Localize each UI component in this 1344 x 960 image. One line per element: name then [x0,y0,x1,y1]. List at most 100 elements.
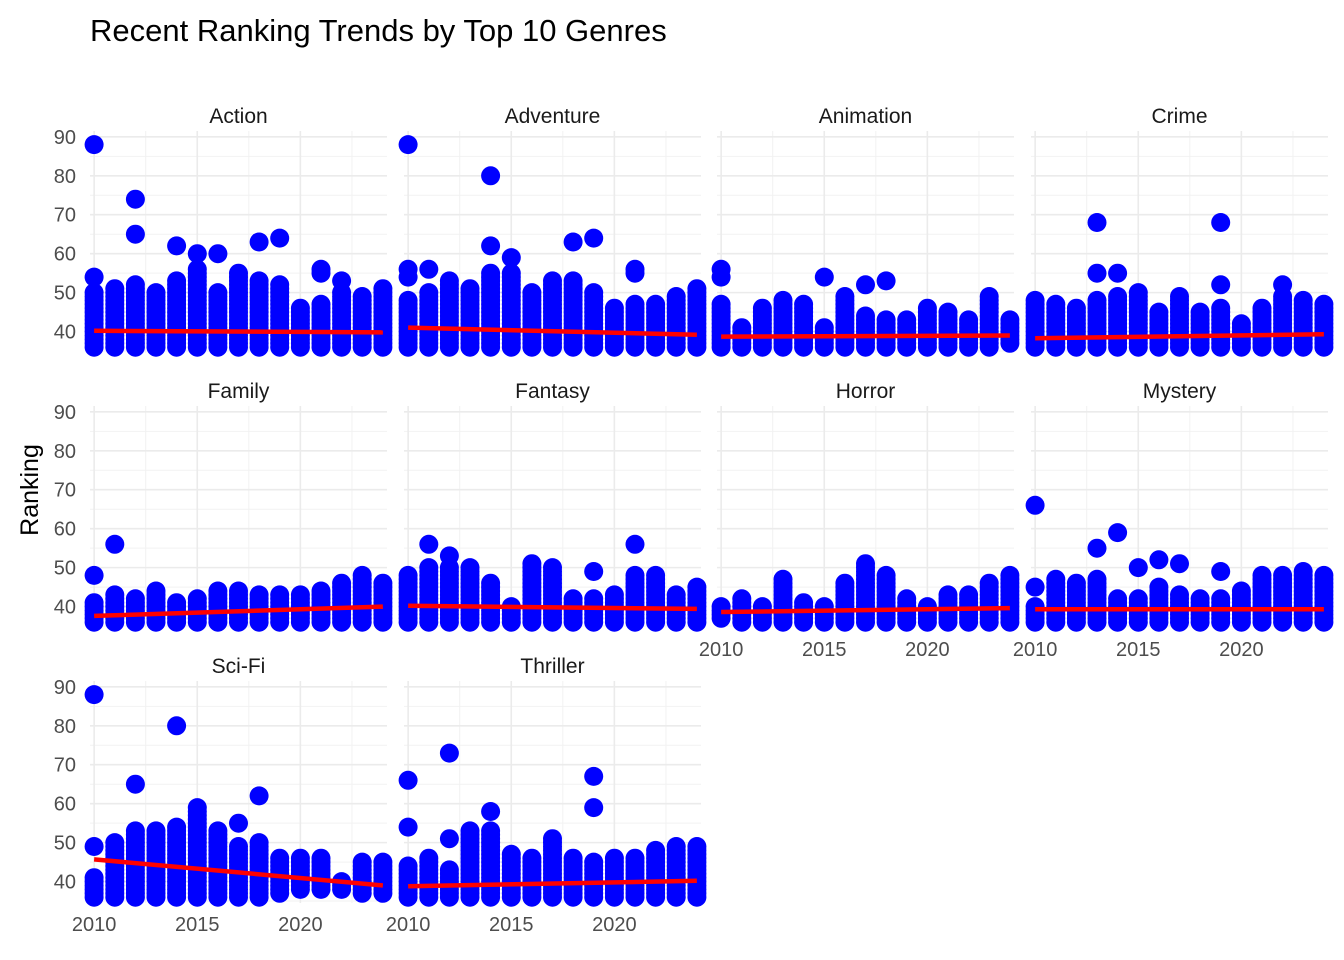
data-point [84,837,104,856]
y-tick-label: 50 [54,283,76,305]
data-point [543,829,562,849]
data-point [105,279,125,299]
data-point [1314,565,1334,585]
data-point [229,813,248,833]
data-point [1000,310,1020,330]
data-point [398,770,418,790]
data-point [398,259,418,279]
data-point [481,802,501,821]
x-tick-label: 2015 [489,914,534,936]
data-point [752,298,772,318]
y-tick-label: 40 [54,597,76,619]
data-point [1149,550,1169,570]
data-point [814,318,834,338]
data-point [835,573,855,593]
data-point [625,848,645,868]
data-point [711,294,731,314]
data-point [187,259,207,279]
trend-line [94,604,383,619]
facet-strip-label: Fantasy [515,380,590,403]
x-tick-label: 2015 [175,914,220,936]
data-point [625,565,645,585]
data-point [167,817,187,837]
data-point [125,821,145,841]
data-point [290,585,310,605]
facet-animation: Animation [711,105,1020,357]
data-point [1211,589,1231,609]
data-point [398,856,418,876]
data-point [584,589,604,609]
data-point [1025,290,1045,310]
data-point [352,287,372,306]
y-tick-label: 80 [54,166,76,188]
data-point [1128,283,1148,303]
data-point [625,294,645,314]
data-point [229,837,248,856]
data-point [1149,302,1169,322]
data-point [398,135,418,155]
data-point [917,298,937,318]
data-point [584,766,604,786]
data-point [959,310,979,330]
y-tick-label: 50 [54,558,76,580]
data-point [290,298,310,318]
chart-title: Recent Ranking Trends by Top 10 Genres [90,13,667,48]
y-tick-label: 70 [54,480,76,502]
facet-points [84,534,393,632]
data-point [439,271,459,291]
data-point [1231,314,1251,334]
data-point [419,259,439,279]
y-tick-label: 50 [54,833,76,855]
y-tick-label: 80 [54,441,76,463]
data-point [773,290,793,310]
data-point [1293,290,1313,310]
facet-points [711,259,1020,357]
facet-points [398,534,707,632]
data-point [604,848,624,868]
data-point [773,569,793,589]
data-point [1000,565,1020,585]
data-point [687,279,707,299]
y-tick-label: 60 [54,794,76,816]
data-point [1108,523,1128,543]
data-point [979,573,999,593]
data-point [732,589,752,609]
y-tick-label: 70 [54,205,76,227]
data-point [876,310,896,330]
data-point [167,593,187,613]
data-point [1087,290,1107,310]
data-point [84,685,104,705]
data-point [167,236,187,256]
data-point [187,798,207,818]
data-point [1128,558,1148,578]
facet-strip-label: Sci-Fi [212,655,266,678]
data-point [1025,577,1045,597]
data-point [125,224,145,244]
data-point [625,534,645,554]
data-point [187,589,207,609]
data-point [584,228,604,248]
x-tick-label: 2010 [1013,639,1058,661]
data-point [959,585,979,605]
trend-line [408,878,697,889]
data-point [373,852,393,872]
data-point [208,821,228,841]
data-point [666,837,686,856]
data-point [856,275,875,295]
data-point [563,589,583,609]
data-point [646,840,666,860]
data-point [584,852,604,872]
data-point [398,565,418,585]
data-point [687,577,707,597]
data-point [229,581,248,601]
y-tick-label: 90 [54,677,76,699]
data-point [1066,573,1086,593]
x-tick-label: 2015 [802,639,847,661]
data-point [876,565,896,585]
y-tick-label: 90 [54,402,76,424]
data-point [917,597,937,617]
data-point [125,774,145,794]
data-point [125,589,145,609]
data-point [604,298,624,318]
data-point [522,283,542,303]
